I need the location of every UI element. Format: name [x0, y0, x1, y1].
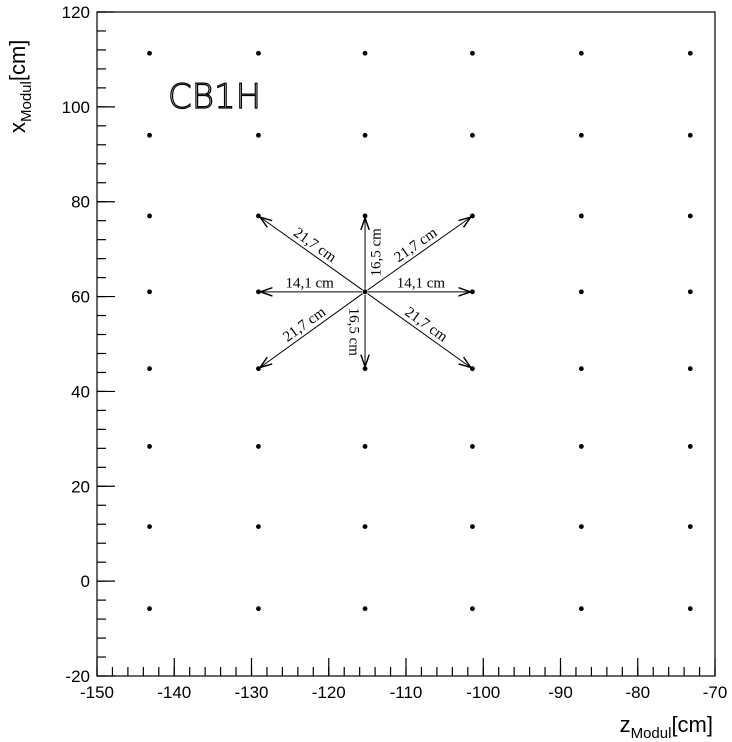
data-point: [687, 213, 693, 219]
y-tick-label: 40: [71, 382, 90, 401]
distance-arrows: [260, 217, 471, 367]
y-tick-label: 80: [71, 193, 90, 212]
y-axis-title: xModul[cm]: [5, 40, 35, 133]
data-point: [362, 606, 368, 612]
y-axis-title-unit: [cm]: [5, 40, 30, 82]
data-point: [470, 289, 475, 295]
tick-labels: -150 -140 -130 -120 -110 -100 -90 -80 -70 -20 0 20 4…: [62, 3, 728, 702]
data-point: [578, 366, 584, 372]
data-point: [470, 524, 475, 529]
x-tick-label: -130: [234, 683, 268, 702]
x-tick-label: -150: [80, 683, 114, 702]
data-point: [470, 444, 475, 449]
distance-label: 21,7 cm: [290, 225, 339, 266]
data-point: [147, 366, 152, 372]
data-points: [147, 50, 693, 612]
data-point: [578, 524, 584, 529]
data-point: [362, 524, 368, 529]
x-tick-label: -110: [390, 683, 423, 702]
data-point: [147, 289, 152, 295]
data-point: [147, 50, 152, 56]
y-tick-label: 0: [81, 572, 90, 591]
data-point: [578, 606, 584, 612]
data-point: [256, 289, 261, 295]
distance-arrow: [367, 217, 471, 291]
data-point: [256, 524, 261, 529]
x-axis-title-sub: Modul: [631, 725, 672, 742]
x-axis-title: zModul[cm]: [620, 712, 713, 742]
distance-label: 16,5 cm: [368, 228, 384, 277]
distance-label: 21,7 cm: [280, 304, 329, 345]
distance-label: 21,7 cm: [392, 225, 441, 266]
y-axis-title-sub: Modul: [18, 81, 35, 122]
data-point: [256, 132, 261, 138]
y-tick-label: 100: [62, 98, 90, 117]
data-point: [256, 444, 261, 449]
x-tick-label: -70: [703, 683, 728, 702]
y-tick-label: -20: [65, 667, 90, 686]
data-point: [578, 132, 584, 138]
axis-ticks: [96, 11, 716, 677]
x-tick-label: -120: [312, 683, 346, 702]
data-point: [147, 213, 152, 219]
data-point: [470, 606, 475, 612]
data-point: [687, 50, 693, 56]
data-point: [147, 444, 152, 449]
data-point: [687, 524, 693, 529]
distance-label: 14,1 cm: [397, 275, 446, 291]
data-point: [687, 366, 693, 372]
data-point: [687, 289, 693, 295]
data-point: [470, 132, 475, 138]
distance-arrow: [260, 217, 363, 291]
data-point: [578, 50, 584, 56]
data-point: [687, 132, 693, 138]
distance-arrow: [260, 293, 363, 368]
data-point: [147, 606, 152, 612]
distance-arrow: [367, 293, 470, 368]
y-tick-label: 20: [71, 477, 90, 496]
data-point: [687, 444, 693, 449]
data-point: [687, 606, 693, 612]
x-tick-label: -80: [625, 683, 650, 702]
data-point: [578, 444, 584, 449]
data-point: [362, 213, 368, 219]
data-point: [147, 524, 152, 529]
plot-label: CB1H: [168, 77, 261, 117]
data-point: [578, 289, 584, 295]
distance-label: 16,5 cm: [346, 308, 362, 357]
data-point: [362, 132, 368, 138]
x-tick-label: -100: [466, 683, 500, 702]
data-point: [470, 50, 475, 56]
x-tick-label: -90: [548, 683, 573, 702]
data-point: [256, 606, 261, 612]
y-tick-label: 120: [62, 3, 90, 22]
distance-label: 14,1 cm: [285, 275, 334, 291]
data-point: [578, 213, 584, 219]
data-point: [362, 444, 368, 449]
x-axis-title-unit: [cm]: [671, 712, 713, 737]
x-axis-title-main: z: [620, 712, 631, 737]
data-point: [147, 132, 152, 138]
distance-label: 21,7 cm: [402, 304, 451, 345]
x-tick-label: -140: [157, 683, 191, 702]
data-point: [362, 50, 368, 56]
data-point: [362, 289, 368, 295]
data-point: [256, 50, 261, 56]
data-point: [362, 366, 368, 372]
y-tick-label: 60: [71, 288, 90, 307]
y-axis-title-main: x: [5, 122, 30, 133]
